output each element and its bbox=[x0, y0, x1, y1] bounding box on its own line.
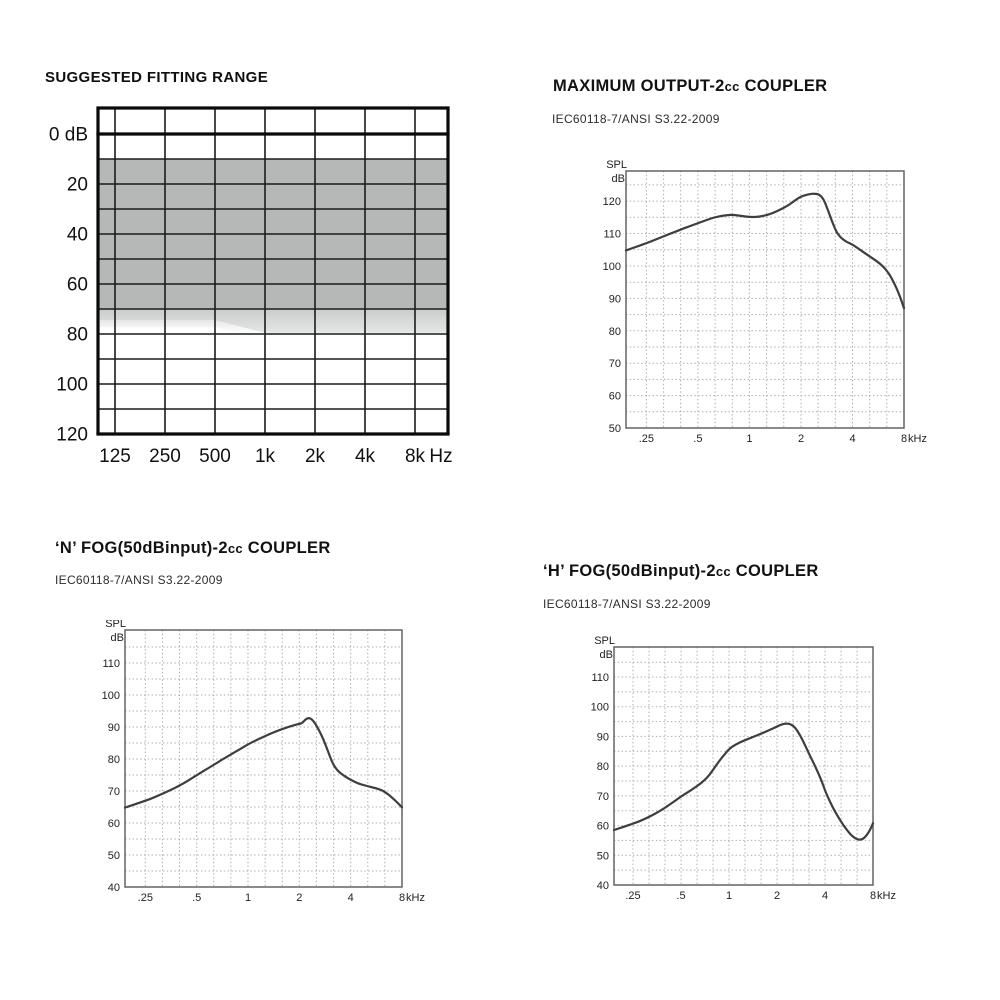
svg-text:60: 60 bbox=[67, 275, 88, 296]
svg-text:4: 4 bbox=[822, 890, 828, 902]
svg-text:80: 80 bbox=[108, 754, 120, 766]
svg-text:80: 80 bbox=[67, 325, 88, 346]
svg-text:dB: dB bbox=[111, 632, 124, 644]
svg-text:110: 110 bbox=[591, 672, 609, 684]
svg-text:125: 125 bbox=[99, 446, 131, 467]
svg-text:100: 100 bbox=[603, 261, 621, 273]
svg-text:.5: .5 bbox=[693, 433, 702, 445]
h-fog-plot: 110 100 90 80 70 60 50 40 SPL dB .25 .5 1 2 4 8 kHz bbox=[591, 635, 896, 902]
svg-text:120: 120 bbox=[603, 196, 621, 208]
svg-text:2: 2 bbox=[774, 890, 780, 902]
svg-text:80: 80 bbox=[597, 761, 609, 773]
maximum-output-plot: 120 110 100 90 80 70 60 50 SPL dB .25 .5 1 2 4 8 kHz bbox=[603, 159, 927, 445]
svg-text:250: 250 bbox=[149, 446, 181, 467]
title-cc-text: cc bbox=[715, 564, 731, 579]
svg-text:100: 100 bbox=[102, 690, 120, 702]
svg-text:100: 100 bbox=[56, 375, 88, 396]
svg-text:80: 80 bbox=[609, 326, 621, 338]
svg-text:20: 20 bbox=[67, 175, 88, 196]
svg-text:8k: 8k bbox=[405, 446, 426, 467]
svg-text:kHz: kHz bbox=[908, 433, 927, 445]
svg-text:kHz: kHz bbox=[406, 892, 425, 904]
maximum-output-standard: IEC60118-7/ANSI S3.22-2009 bbox=[552, 112, 720, 126]
svg-text:90: 90 bbox=[597, 731, 609, 743]
svg-text:8: 8 bbox=[901, 433, 907, 445]
svg-text:8: 8 bbox=[870, 890, 876, 902]
fitting-range-plot: 0 dB 20 40 60 80 100 120 125 250 500 1k 2k 4k 8k Hz bbox=[49, 106, 453, 467]
svg-text:50: 50 bbox=[609, 423, 621, 435]
maximum-output-title: MAXIMUM OUTPUT-2cc COUPLER bbox=[553, 77, 827, 96]
svg-text:1: 1 bbox=[746, 433, 752, 445]
svg-text:Hz: Hz bbox=[429, 446, 452, 467]
svg-text:8: 8 bbox=[399, 892, 405, 904]
n-fog-title: ‘N’ FOG(50dBinput)-2cc COUPLER bbox=[55, 539, 331, 558]
svg-text:60: 60 bbox=[108, 818, 120, 830]
svg-text:70: 70 bbox=[609, 358, 621, 370]
svg-text:40: 40 bbox=[597, 880, 609, 892]
svg-text:90: 90 bbox=[108, 722, 120, 734]
svg-text:SPL: SPL bbox=[594, 635, 615, 647]
svg-text:dB: dB bbox=[600, 649, 613, 661]
svg-text:60: 60 bbox=[609, 391, 621, 403]
svg-text:.25: .25 bbox=[639, 433, 654, 445]
svg-text:.5: .5 bbox=[676, 890, 685, 902]
svg-text:500: 500 bbox=[199, 446, 231, 467]
svg-text:2k: 2k bbox=[305, 446, 326, 467]
svg-text:1: 1 bbox=[245, 892, 251, 904]
title-text: ‘N’ FOG(50dBinput)-2 bbox=[55, 539, 228, 557]
svg-text:.25: .25 bbox=[138, 892, 153, 904]
svg-text:2: 2 bbox=[296, 892, 302, 904]
svg-text:100: 100 bbox=[591, 702, 609, 714]
h-fog-standard: IEC60118-7/ANSI S3.22-2009 bbox=[543, 597, 711, 611]
title-end-text: COUPLER bbox=[730, 562, 819, 580]
svg-text:.5: .5 bbox=[192, 892, 201, 904]
svg-text:60: 60 bbox=[597, 821, 609, 833]
svg-text:SPL: SPL bbox=[105, 620, 126, 630]
n-fog-standard: IEC60118-7/ANSI S3.22-2009 bbox=[55, 573, 223, 587]
svg-text:4k: 4k bbox=[355, 446, 376, 467]
svg-text:70: 70 bbox=[597, 791, 609, 803]
svg-text:kHz: kHz bbox=[877, 890, 896, 902]
n-fog-plot: 110 100 90 80 70 60 50 40 SPL dB .25 .5 1 2 4 8 kHz bbox=[102, 620, 425, 904]
svg-text:120: 120 bbox=[56, 425, 88, 446]
svg-text:40: 40 bbox=[108, 882, 120, 894]
svg-text:50: 50 bbox=[108, 850, 120, 862]
title-end-text: COUPLER bbox=[739, 77, 828, 95]
svg-text:1k: 1k bbox=[255, 446, 276, 467]
fitting-range-title: SUGGESTED FITTING RANGE bbox=[45, 69, 269, 86]
title-cc-text: cc bbox=[724, 79, 740, 94]
svg-text:dB: dB bbox=[612, 173, 625, 185]
svg-text:4: 4 bbox=[849, 433, 855, 445]
title-cc-text: cc bbox=[227, 541, 243, 556]
svg-text:4: 4 bbox=[348, 892, 354, 904]
svg-text:110: 110 bbox=[102, 658, 120, 670]
title-text: MAXIMUM OUTPUT-2 bbox=[553, 77, 725, 95]
h-fog-title: ‘H’ FOG(50dBinput)-2cc COUPLER bbox=[543, 562, 819, 581]
svg-text:.25: .25 bbox=[625, 890, 640, 902]
svg-text:0 dB: 0 dB bbox=[49, 125, 88, 146]
title-text: ‘H’ FOG(50dBinput)-2 bbox=[543, 562, 716, 580]
svg-text:SPL: SPL bbox=[606, 159, 627, 171]
svg-text:50: 50 bbox=[597, 850, 609, 862]
title-end-text: COUPLER bbox=[242, 539, 331, 557]
svg-text:90: 90 bbox=[609, 293, 621, 305]
svg-text:40: 40 bbox=[67, 225, 88, 246]
svg-text:1: 1 bbox=[726, 890, 732, 902]
svg-text:110: 110 bbox=[603, 229, 621, 241]
svg-text:2: 2 bbox=[798, 433, 804, 445]
svg-text:70: 70 bbox=[108, 786, 120, 798]
